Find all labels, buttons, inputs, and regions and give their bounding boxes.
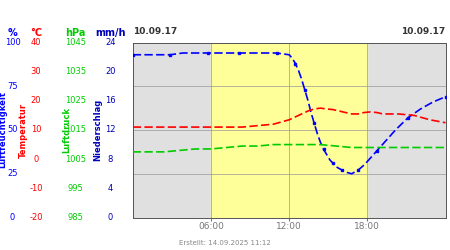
Text: 985: 985 xyxy=(68,213,84,222)
Text: 0: 0 xyxy=(10,213,15,222)
Text: °C: °C xyxy=(30,28,42,38)
Text: 0: 0 xyxy=(108,213,113,222)
Text: Niederschlag: Niederschlag xyxy=(94,99,103,161)
Bar xyxy=(211,42,367,218)
Text: 75: 75 xyxy=(7,82,18,91)
Text: 20: 20 xyxy=(105,67,116,76)
Text: 40: 40 xyxy=(31,38,41,47)
Text: 1045: 1045 xyxy=(65,38,86,47)
Text: %: % xyxy=(8,28,18,38)
Text: 16: 16 xyxy=(105,96,116,105)
Text: 20: 20 xyxy=(31,96,41,105)
Text: 10.09.17: 10.09.17 xyxy=(133,26,177,36)
Text: 1015: 1015 xyxy=(65,126,86,134)
Text: 100: 100 xyxy=(4,38,21,47)
Text: Erstellt: 14.09.2025 11:12: Erstellt: 14.09.2025 11:12 xyxy=(179,240,271,246)
Text: -20: -20 xyxy=(29,213,43,222)
Text: 1035: 1035 xyxy=(65,67,86,76)
Text: 12: 12 xyxy=(105,126,116,134)
Text: 4: 4 xyxy=(108,184,113,193)
Text: 50: 50 xyxy=(7,126,18,134)
Text: 10.09.17: 10.09.17 xyxy=(401,26,446,36)
Text: hPa: hPa xyxy=(65,28,86,38)
Text: 8: 8 xyxy=(108,155,113,164)
Text: Luftdruck: Luftdruck xyxy=(62,107,71,153)
Text: mm/h: mm/h xyxy=(95,28,126,38)
Text: 995: 995 xyxy=(68,184,84,193)
Text: 1005: 1005 xyxy=(65,155,86,164)
Text: Temperatur: Temperatur xyxy=(19,102,28,158)
Text: -10: -10 xyxy=(29,184,43,193)
Text: 0: 0 xyxy=(33,155,39,164)
Text: 24: 24 xyxy=(105,38,116,47)
Text: 30: 30 xyxy=(31,67,41,76)
Text: 1025: 1025 xyxy=(65,96,86,105)
Text: Luftfeuchtigkeit: Luftfeuchtigkeit xyxy=(0,92,7,168)
Text: 10: 10 xyxy=(31,126,41,134)
Text: 25: 25 xyxy=(7,169,18,178)
